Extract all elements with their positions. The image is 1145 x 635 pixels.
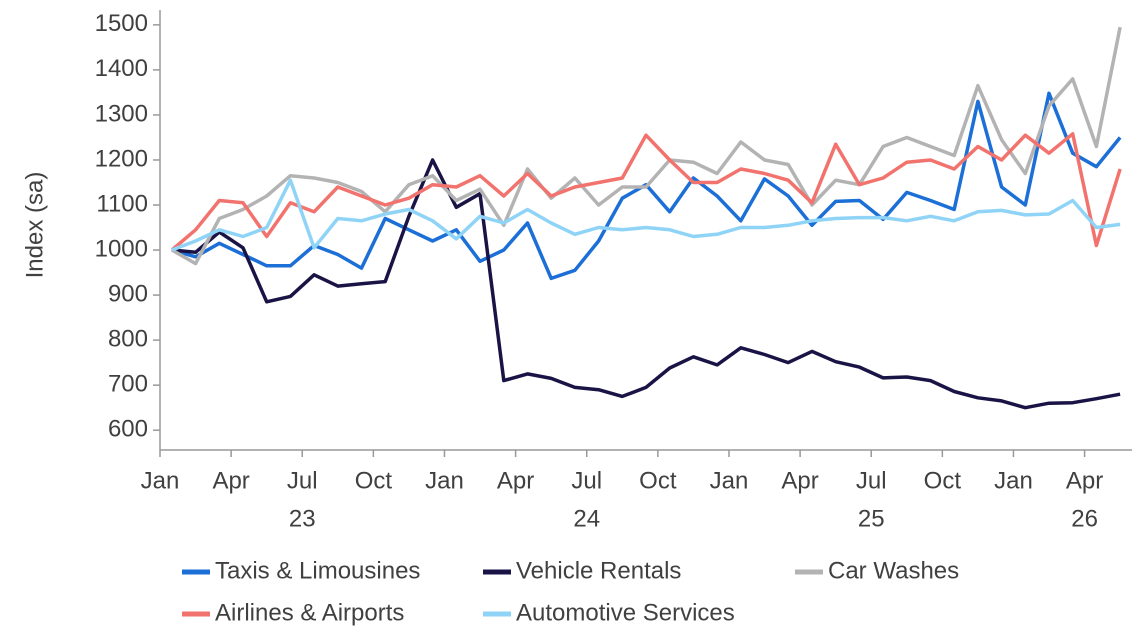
series-line [170, 132, 1122, 252]
year-label: 23 [289, 505, 316, 532]
y-axis-label: Index (sa) [21, 172, 48, 279]
x-tick-label: Apr [212, 467, 249, 494]
series-line [171, 158, 1121, 410]
x-tick-label: Apr [497, 467, 534, 494]
x-tick-label: Jul [856, 467, 887, 494]
y-tick-label: 600 [108, 416, 148, 443]
legend-label: Automotive Services [516, 599, 735, 626]
y-tick-label: 900 [108, 280, 148, 307]
y-tick-label: 1100 [96, 190, 148, 217]
x-tick-label: Oct [355, 467, 393, 494]
legend-label: Car Washes [828, 557, 959, 584]
legend-label: Airlines & Airports [215, 599, 404, 626]
series-line [171, 178, 1121, 252]
y-tick-label: 1500 [95, 10, 148, 37]
y-tick-label: 1400 [95, 55, 148, 82]
x-tick-label: Jan [710, 467, 749, 494]
x-tick-label: Jan [994, 467, 1033, 494]
legend-label: Vehicle Rentals [516, 557, 681, 584]
y-tick-label: 1000 [95, 235, 148, 262]
y-tick-label: 1200 [95, 145, 148, 172]
x-tick-label: Oct [924, 467, 962, 494]
legend-label: Taxis & Limousines [215, 557, 420, 584]
x-tick-label: Oct [639, 467, 677, 494]
y-tick-label: 1300 [95, 100, 148, 127]
year-label: 24 [573, 505, 600, 532]
y-tick-label: 700 [108, 370, 148, 397]
x-tick-label: Jan [141, 467, 180, 494]
x-tick-label: Jan [425, 467, 464, 494]
year-label: 26 [1071, 505, 1098, 532]
x-tick-label: Jul [571, 467, 602, 494]
x-tick-label: Apr [1066, 467, 1103, 494]
x-tick-label: Apr [781, 467, 818, 494]
y-tick-label: 800 [108, 325, 148, 352]
year-label: 25 [858, 505, 885, 532]
series-line [171, 26, 1122, 266]
x-tick-label: Jul [287, 467, 318, 494]
